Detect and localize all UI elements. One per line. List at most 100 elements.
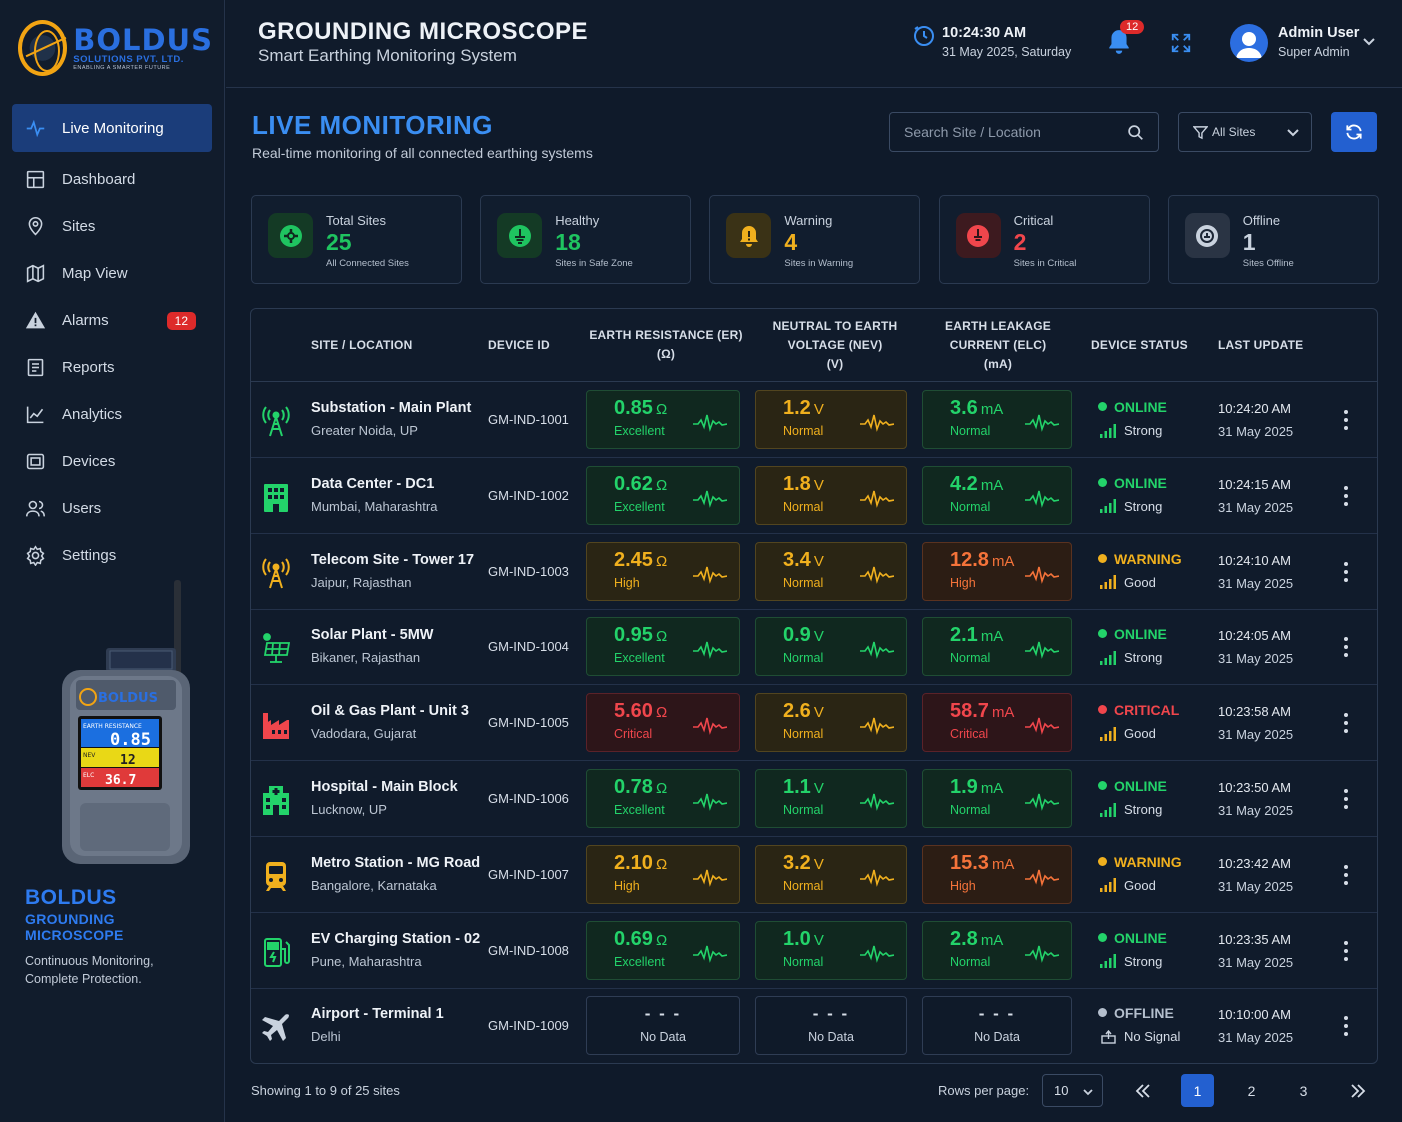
last-update-date: 31 May 2025 (1218, 727, 1294, 743)
sidebar-item-devices[interactable]: Devices (12, 438, 212, 485)
signal-text: Strong (1124, 423, 1163, 438)
stat-card-warning[interactable]: Warning 4 Sites in Warning (709, 195, 921, 284)
more-options-icon[interactable] (1341, 561, 1351, 583)
page-button-1[interactable]: 1 (1181, 1074, 1214, 1107)
er-cell[interactable]: 5.60 Ω Critical (586, 693, 740, 753)
site-name[interactable]: Hospital - Main Block (311, 779, 458, 795)
sidebar-item-settings[interactable]: Settings (12, 532, 212, 579)
more-options-icon[interactable] (1341, 864, 1351, 886)
nev-cell[interactable]: 3.2 V Normal (755, 844, 907, 904)
sidebar-item-reports[interactable]: Reports (12, 344, 212, 391)
fullscreen-icon[interactable] (1170, 32, 1192, 54)
table-row[interactable]: Metro Station - MG Road Bangalore, Karna… (251, 837, 1377, 913)
er-cell[interactable]: 0.62 Ω Excellent (586, 465, 740, 525)
nev-cell[interactable]: 1.8 V Normal (755, 465, 907, 525)
nev-cell[interactable]: 2.6 V Normal (755, 693, 907, 753)
sidebar-item-users[interactable]: Users (12, 485, 212, 532)
more-options-icon[interactable] (1341, 712, 1351, 734)
table-row[interactable]: EV Charging Station - 02 Pune, Maharasht… (251, 913, 1377, 989)
col-header-update[interactable]: LAST UPDATE (1218, 338, 1304, 352)
clock-icon (914, 26, 934, 46)
user-avatar[interactable] (1230, 24, 1268, 62)
sidebar-item-map-view[interactable]: Map View (12, 250, 212, 297)
col-header-site[interactable]: SITE / LOCATION (311, 338, 413, 352)
table-row[interactable]: Oil & Gas Plant - Unit 3 Vadodara, Gujar… (251, 685, 1377, 762)
nev-status-label: No Data (808, 1030, 854, 1045)
last-page-button[interactable] (1341, 1074, 1374, 1107)
site-name[interactable]: Airport - Terminal 1 (311, 1006, 444, 1023)
table-row[interactable]: Hospital - Main Block Lucknow, UP GM-IND… (251, 761, 1377, 837)
more-options-icon[interactable] (1341, 409, 1351, 431)
col-header-device[interactable]: DEVICE ID (488, 338, 550, 352)
more-options-icon[interactable] (1341, 485, 1351, 507)
user-name[interactable]: Admin User (1278, 25, 1360, 41)
sidebar-item-live-monitoring[interactable]: Live Monitoring (12, 104, 212, 152)
elc-cell[interactable]: 1.9 mA Normal (922, 769, 1072, 828)
er-cell[interactable]: 2.10 Ω High (586, 844, 740, 904)
er-cell[interactable]: 0.69 Ω Excellent (586, 920, 740, 980)
more-options-icon[interactable] (1341, 940, 1351, 962)
elc-cell[interactable]: 2.1 mA Normal (922, 617, 1072, 677)
site-name[interactable]: Solar Plant - 5MW (311, 627, 434, 644)
table-row[interactable]: Data Center - DC1 Mumbai, Maharashtra GM… (251, 458, 1377, 534)
last-update-date: 31 May 2025 (1218, 878, 1294, 894)
search-input[interactable] (904, 124, 1114, 140)
rows-per-page-select[interactable]: 10 (1042, 1074, 1103, 1107)
elc-cell[interactable]: 2.8 mA Normal (922, 920, 1072, 980)
stat-card-offline[interactable]: Offline 1 Sites Offline (1167, 195, 1379, 284)
more-options-icon[interactable] (1341, 1015, 1351, 1037)
refresh-button[interactable] (1331, 112, 1377, 152)
page-button-2[interactable]: 2 (1247, 1082, 1256, 1099)
elc-cell[interactable]: 12.8 mA High (922, 541, 1072, 601)
site-filter-dropdown[interactable]: All Sites (1178, 112, 1312, 152)
er-cell[interactable]: 0.95 Ω Excellent (586, 617, 740, 677)
sidebar-item-analytics[interactable]: Analytics (12, 391, 212, 438)
sidebar-item-alarms[interactable]: Alarms 12 (12, 297, 212, 344)
more-options-icon[interactable] (1341, 636, 1351, 658)
site-name[interactable]: Telecom Site - Tower 17 (311, 551, 475, 568)
site-name[interactable]: EV Charging Station - 02 (311, 930, 481, 947)
site-name[interactable]: Data Center - DC1 (311, 475, 435, 492)
elc-cell[interactable]: 15.3 mA High (922, 844, 1072, 904)
site-name[interactable]: Substation - Main Plant (311, 400, 472, 416)
nev-cell: - - - No Data (755, 996, 907, 1056)
col-header-nev[interactable]: NEUTRAL TO EARTH VOLTAGE (NEV) (V) (755, 317, 915, 374)
stat-card-critical[interactable]: Critical 2 Sites in Critical (938, 195, 1150, 284)
nev-cell[interactable]: 0.9 V Normal (755, 617, 907, 677)
col-header-earth-resistance[interactable]: EARTH RESISTANCE (ER) (Ω) (586, 326, 746, 364)
elc-cell[interactable]: 4.2 mA Normal (922, 465, 1072, 525)
gear-icon (24, 545, 46, 567)
er-status-label: Excellent (614, 424, 665, 438)
page-button-3[interactable]: 3 (1299, 1082, 1308, 1099)
stat-card-healthy[interactable]: Healthy 18 Sites in Safe Zone (480, 195, 692, 284)
col-header-elc[interactable]: EARTH LEAKAGE CURRENT (ELC) (mA) (923, 317, 1073, 374)
nev-cell[interactable]: 1.2 V Normal (755, 390, 907, 449)
nev-cell[interactable]: 1.0 V Normal (755, 920, 907, 980)
table-row[interactable]: Airport - Terminal 1 Delhi GM-IND-1009 -… (251, 988, 1377, 1063)
sidebar-item-sites[interactable]: Sites (12, 203, 212, 250)
search-icon[interactable] (1127, 124, 1144, 141)
stat-card-total-sites[interactable]: Total Sites 25 All Connected Sites (251, 195, 462, 284)
er-cell[interactable]: 0.78 Ω Excellent (586, 769, 740, 828)
er-cell[interactable]: 2.45 Ω High (586, 541, 740, 601)
col-header-status[interactable]: DEVICE STATUS (1091, 338, 1188, 352)
sidebar-item-dashboard[interactable]: Dashboard (12, 156, 212, 203)
first-page-button[interactable] (1126, 1074, 1159, 1107)
er-cell[interactable]: 0.85 Ω Excellent (586, 390, 740, 449)
table-row[interactable]: Substation - Main Plant Greater Noida, U… (251, 382, 1377, 458)
chevron-down-icon[interactable] (1362, 37, 1376, 47)
bell-icon[interactable] (1106, 28, 1132, 56)
nev-cell[interactable]: 3.4 V Normal (755, 541, 907, 601)
site-name[interactable]: Oil & Gas Plant - Unit 3 (311, 703, 469, 720)
last-update-date: 31 May 2025 (1218, 1030, 1294, 1046)
stat-value: 25 (326, 229, 352, 255)
nev-cell[interactable]: 1.1 V Normal (755, 769, 907, 828)
table-row[interactable]: Solar Plant - 5MW Bikaner, Rajasthan GM-… (251, 609, 1377, 686)
brand-logo[interactable]: BOLDUS SOLUTIONS PVT. LTD. ENABLING A SM… (18, 18, 213, 78)
table-row[interactable]: Telecom Site - Tower 17 Jaipur, Rajastha… (251, 534, 1377, 610)
elc-cell[interactable]: 58.7 mA Critical (922, 693, 1072, 753)
sidebar-nav: Live Monitoring Dashboard Sites Map View… (12, 104, 212, 579)
more-options-icon[interactable] (1341, 788, 1351, 810)
site-name[interactable]: Metro Station - MG Road (311, 854, 481, 871)
elc-cell[interactable]: 3.6 mA Normal (922, 390, 1072, 449)
